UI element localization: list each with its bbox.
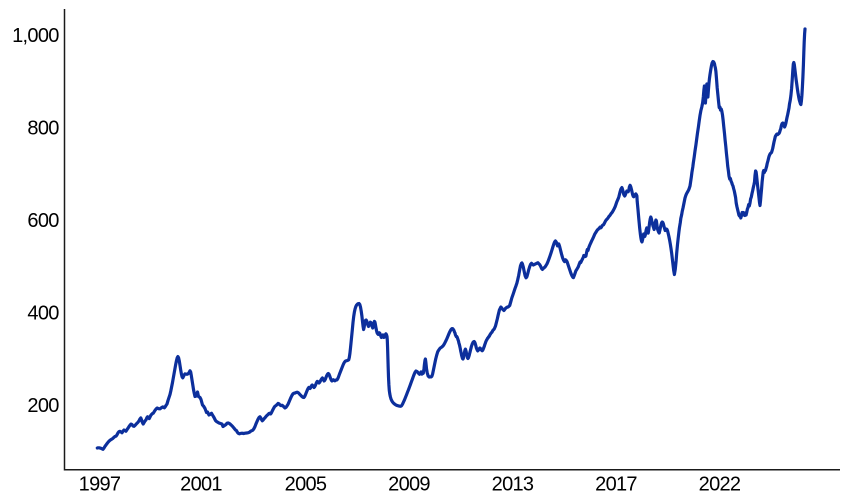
svg-text:2017: 2017 <box>595 474 637 496</box>
svg-text:1,000: 1,000 <box>12 25 59 47</box>
svg-text:2009: 2009 <box>388 474 430 496</box>
svg-text:200: 200 <box>27 395 59 417</box>
svg-text:2013: 2013 <box>492 474 534 496</box>
svg-text:600: 600 <box>27 210 59 232</box>
svg-text:1997: 1997 <box>79 474 121 496</box>
svg-text:800: 800 <box>27 117 59 139</box>
svg-text:400: 400 <box>27 302 59 324</box>
svg-text:2005: 2005 <box>285 474 327 496</box>
svg-text:2022: 2022 <box>699 474 741 496</box>
svg-text:2001: 2001 <box>180 474 222 496</box>
